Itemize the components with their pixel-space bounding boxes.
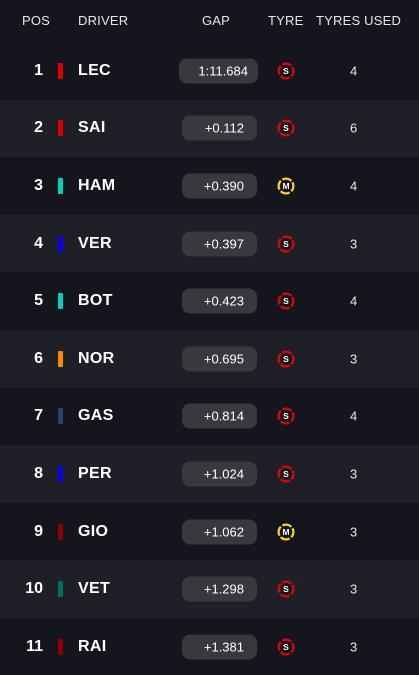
driver-code: SAI	[78, 119, 106, 137]
position-number: 9	[34, 522, 43, 540]
gap-badge: +1.024	[182, 461, 257, 487]
position-number: 6	[34, 349, 43, 367]
table-row[interactable]: 6 NOR +0.695 S 3	[0, 329, 419, 388]
svg-text:S: S	[283, 642, 289, 652]
table-row[interactable]: 9 GIO +1.062 M 3	[0, 503, 419, 561]
soft-tyre-icon: S	[277, 638, 295, 656]
team-color-bar	[58, 62, 63, 79]
header-pos: POS	[22, 13, 51, 28]
tyres-used-count: 6	[350, 120, 358, 136]
svg-text:S: S	[283, 124, 289, 134]
gap-badge: +0.695	[182, 346, 257, 372]
svg-text:S: S	[283, 354, 289, 364]
soft-tyre-icon: S	[277, 580, 295, 598]
soft-tyre-icon: S	[277, 465, 295, 483]
driver-code: PER	[78, 464, 112, 482]
tyres-used-count: 3	[350, 639, 358, 655]
svg-text:M: M	[282, 527, 289, 537]
svg-text:S: S	[283, 66, 289, 76]
gap-badge: +0.390	[182, 173, 257, 199]
tyres-used-count: 3	[350, 351, 358, 367]
medium-tyre-icon: M	[277, 177, 295, 195]
driver-code: RAI	[78, 637, 107, 655]
tyres-used-count: 3	[350, 466, 358, 482]
gap-badge: +0.423	[182, 288, 257, 314]
soft-tyre-icon: S	[277, 119, 295, 137]
soft-tyre-icon: S	[277, 62, 295, 80]
team-color-bar	[58, 350, 63, 367]
lap-time-badge: 1:11.684	[179, 58, 258, 84]
medium-tyre-icon: M	[277, 523, 295, 541]
tyres-used-count: 3	[350, 236, 358, 252]
tyres-used-count: 4	[350, 63, 358, 79]
soft-tyre-icon: S	[277, 292, 295, 310]
tyres-used-count: 4	[350, 178, 358, 194]
svg-text:S: S	[283, 584, 289, 594]
table-row[interactable]: 8 PER +1.024 S 3	[0, 445, 419, 503]
soft-tyre-icon: S	[277, 407, 295, 425]
svg-text:M: M	[282, 181, 289, 191]
position-number: 2	[34, 119, 43, 137]
position-number: 11	[26, 637, 43, 655]
driver-code: VER	[78, 234, 112, 252]
svg-text:S: S	[283, 239, 289, 249]
position-number: 3	[34, 176, 43, 194]
header-tyres-used: TYRES USED	[316, 13, 402, 28]
table-row[interactable]: 2 SAI +0.112 S 6	[0, 99, 419, 158]
table-row[interactable]: 11 RAI +1.381 S 3	[0, 618, 419, 675]
soft-tyre-icon: S	[277, 350, 295, 368]
header-driver: DRIVER	[78, 13, 129, 28]
header-gap: GAP	[202, 13, 231, 28]
team-color-bar	[58, 120, 63, 137]
team-color-bar	[58, 235, 63, 252]
position-number: 1	[34, 61, 43, 79]
tyres-used-count: 3	[350, 524, 358, 540]
team-color-bar	[58, 523, 63, 540]
driver-code: BOT	[78, 292, 113, 310]
team-color-bar	[58, 581, 63, 598]
svg-text:S: S	[283, 469, 289, 479]
tyres-used-count: 3	[350, 581, 358, 597]
gap-badge: +1.062	[182, 519, 257, 545]
driver-code: NOR	[78, 349, 115, 367]
table-row[interactable]: 3 HAM +0.390 M 4	[0, 157, 419, 215]
driver-code: LEC	[78, 61, 111, 79]
team-color-bar	[58, 293, 63, 310]
svg-text:S: S	[283, 296, 289, 306]
tyres-used-count: 4	[350, 408, 358, 424]
team-color-bar	[58, 177, 63, 194]
position-number: 5	[34, 292, 43, 310]
tyres-used-count: 4	[350, 293, 358, 309]
timing-table: 1 LEC 1:11.684 S 4 2 SAI +0.112 S 6 3 HAM +0.390 M 4 4 V…	[0, 42, 419, 675]
table-header: POS DRIVER GAP TYRE TYRES USED	[0, 0, 419, 42]
soft-tyre-icon: S	[277, 235, 295, 253]
table-row[interactable]: 10 VET +1.298 S 3	[0, 560, 419, 618]
header-tyre: TYRE	[268, 13, 304, 28]
table-row[interactable]: 4 VER +0.397 S 3	[0, 214, 419, 273]
gap-badge: +1.381	[182, 634, 257, 660]
driver-code: HAM	[78, 176, 116, 194]
table-row[interactable]: 7 GAS +0.814 S 4	[0, 388, 419, 446]
position-number: 8	[34, 464, 43, 482]
gap-badge: +1.298	[182, 576, 257, 602]
svg-text:S: S	[283, 412, 289, 422]
gap-badge: +0.112	[182, 115, 257, 141]
team-color-bar	[58, 465, 63, 482]
position-number: 4	[34, 234, 43, 252]
gap-badge: +0.814	[182, 403, 257, 429]
driver-code: VET	[78, 580, 111, 598]
table-row[interactable]: 1 LEC 1:11.684 S 4	[0, 42, 419, 100]
position-number: 10	[25, 580, 43, 598]
team-color-bar	[58, 408, 63, 425]
driver-code: GIO	[78, 522, 109, 540]
team-color-bar	[58, 638, 63, 655]
table-row[interactable]: 5 BOT +0.423 S 4	[0, 272, 419, 330]
gap-badge: +0.397	[182, 231, 257, 257]
position-number: 7	[34, 407, 43, 425]
driver-code: GAS	[78, 407, 114, 425]
